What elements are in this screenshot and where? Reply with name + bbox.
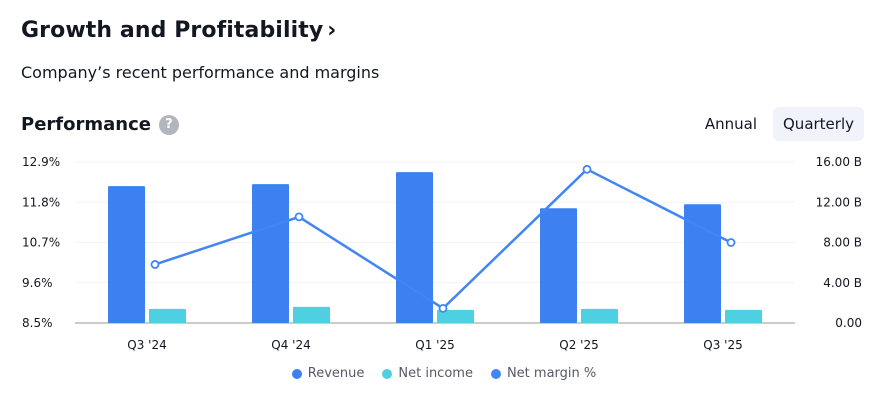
left-axis-tick: 10.7% — [22, 236, 60, 250]
revenue-bar — [540, 208, 577, 323]
chevron-right-icon: › — [327, 18, 337, 43]
right-axis-tick: 4.00 B — [823, 276, 862, 290]
legend-net-margin-label: Net margin % — [506, 366, 597, 381]
net-income-bar — [581, 308, 618, 323]
subtitle: Company’s recent performance and margins — [21, 63, 380, 82]
net-margin-point — [294, 212, 304, 222]
chart-legend: Revenue Net income Net margin % — [0, 366, 888, 381]
x-axis-tick: Q2 '25 — [559, 338, 598, 352]
net-income-bar — [725, 309, 762, 323]
performance-label: Performance — [21, 114, 151, 135]
net-margin-point — [582, 164, 592, 174]
help-icon[interactable]: ? — [158, 114, 179, 135]
title-text: Growth and Profitability — [21, 18, 324, 43]
legend-net-income[interactable]: Net income — [382, 366, 473, 381]
net-income-bar — [293, 306, 330, 323]
legend-net-margin[interactable]: Net margin % — [490, 366, 597, 381]
net-margin-point — [438, 303, 448, 313]
left-axis-tick: 12.9% — [22, 155, 60, 169]
left-axis-tick: 9.6% — [22, 276, 53, 290]
quarterly-button[interactable]: Quarterly — [773, 107, 864, 141]
performance-heading: Performance ? — [21, 114, 179, 135]
period-toggle: Annual Quarterly — [695, 107, 864, 141]
net-income-bar — [149, 308, 186, 323]
x-axis-tick: Q3 '24 — [127, 338, 166, 352]
legend-revenue-dot — [291, 368, 302, 379]
left-axis-tick: 11.8% — [22, 195, 60, 209]
right-axis-tick: 8.00 B — [823, 236, 862, 250]
revenue-bar — [252, 184, 289, 323]
net-margin-line — [154, 168, 732, 310]
net-income-bar — [437, 309, 474, 323]
legend-net-income-label: Net income — [398, 366, 473, 381]
x-axis-tick: Q3 '25 — [703, 338, 742, 352]
right-axis-tick: 16.00 B — [816, 155, 862, 169]
revenue-bar — [396, 172, 433, 323]
legend-revenue-label: Revenue — [307, 366, 365, 381]
section-title[interactable]: Growth and Profitability › — [21, 18, 336, 43]
x-axis-tick: Q4 '24 — [271, 338, 310, 352]
left-axis-tick: 8.5% — [22, 316, 53, 330]
right-axis-tick: 0.00 — [835, 316, 862, 330]
right-axis-tick: 12.00 B — [816, 195, 862, 209]
legend-net-margin-dot — [490, 368, 501, 379]
legend-revenue[interactable]: Revenue — [291, 366, 365, 381]
x-axis-tick: Q1 '25 — [415, 338, 454, 352]
net-margin-point — [726, 238, 736, 247]
annual-button[interactable]: Annual — [704, 115, 757, 133]
revenue-bar — [108, 186, 145, 323]
legend-net-income-dot — [382, 368, 393, 379]
net-margin-point — [150, 260, 160, 269]
